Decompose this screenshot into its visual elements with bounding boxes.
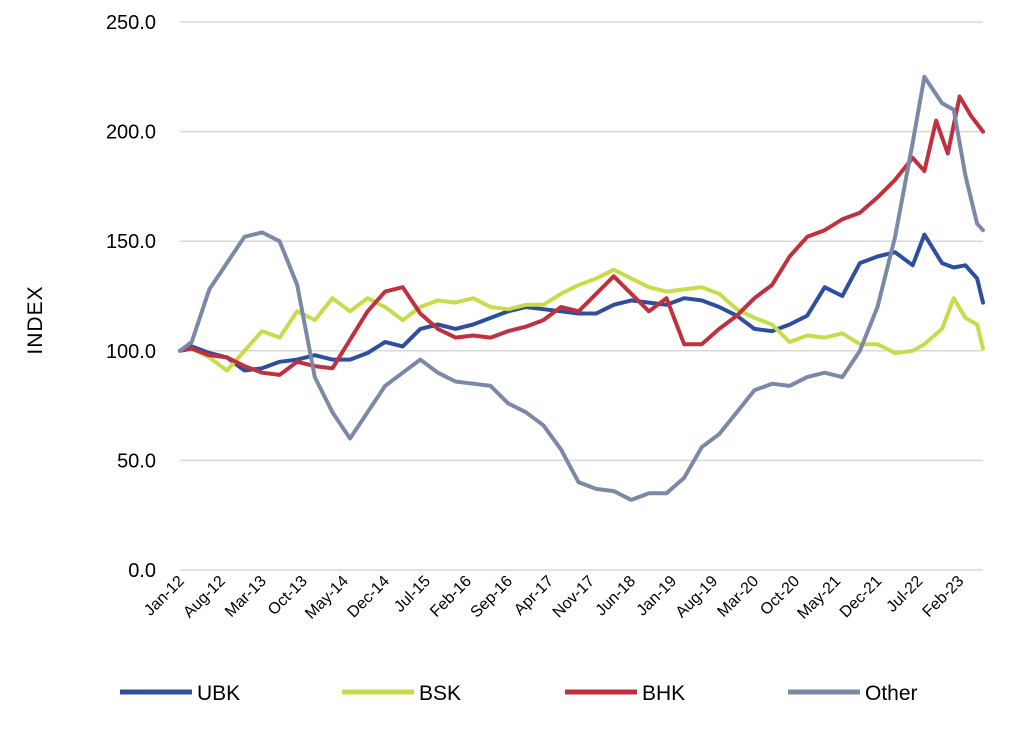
x-tick-label: Dec-14	[344, 573, 393, 622]
x-tick-label: May-14	[302, 573, 352, 623]
y-tick-label: 150.0	[106, 231, 156, 253]
x-tick-label: Feb-16	[427, 573, 475, 621]
series-line-other	[178, 74, 985, 502]
x-tick-label: Dec-21	[837, 573, 886, 622]
x-tick-label: Jan-19	[634, 573, 681, 620]
x-tick-label: Sep-16	[468, 573, 517, 622]
legend-label-other: Other	[865, 682, 918, 705]
y-tick-label: 100.0	[106, 341, 156, 363]
series-line-bsk	[178, 267, 985, 373]
y-tick-label: 50.0	[117, 450, 156, 472]
x-tick-label: Nov-17	[550, 573, 599, 622]
y-tick-label: 0.0	[128, 560, 156, 582]
y-tick-label: 250.0	[106, 12, 156, 34]
series-line-bhk	[178, 94, 985, 377]
gridlines	[180, 21, 983, 571]
legend-label-bhk: BHK	[642, 682, 685, 705]
x-axis-ticks: Jan-12Aug-12Mar-13Oct-13May-14Dec-14Jul-…	[141, 573, 967, 623]
x-tick-label: Mar-13	[222, 573, 270, 621]
x-tick-label: May-21	[795, 573, 845, 623]
legend: UBK BSK BHK Other	[120, 682, 918, 705]
x-tick-label: Apr-17	[511, 573, 557, 619]
series-line-ubk	[178, 232, 985, 373]
y-tick-label: 200.0	[106, 122, 156, 144]
x-tick-label: Jun-18	[593, 573, 640, 620]
x-tick-label: Mar-20	[714, 573, 762, 621]
x-tick-label: Aug-12	[180, 573, 229, 622]
x-tick-label: Feb-23	[920, 573, 968, 621]
series-lines	[178, 74, 985, 502]
legend-label-bsk: BSK	[419, 682, 461, 705]
x-tick-label: Aug-19	[673, 573, 722, 622]
legend-label-ubk: UBK	[197, 682, 240, 705]
y-axis-label: INDEX	[24, 285, 47, 354]
y-axis-ticks: 0.0 50.0 100.0 150.0 200.0 250.0	[106, 12, 156, 582]
